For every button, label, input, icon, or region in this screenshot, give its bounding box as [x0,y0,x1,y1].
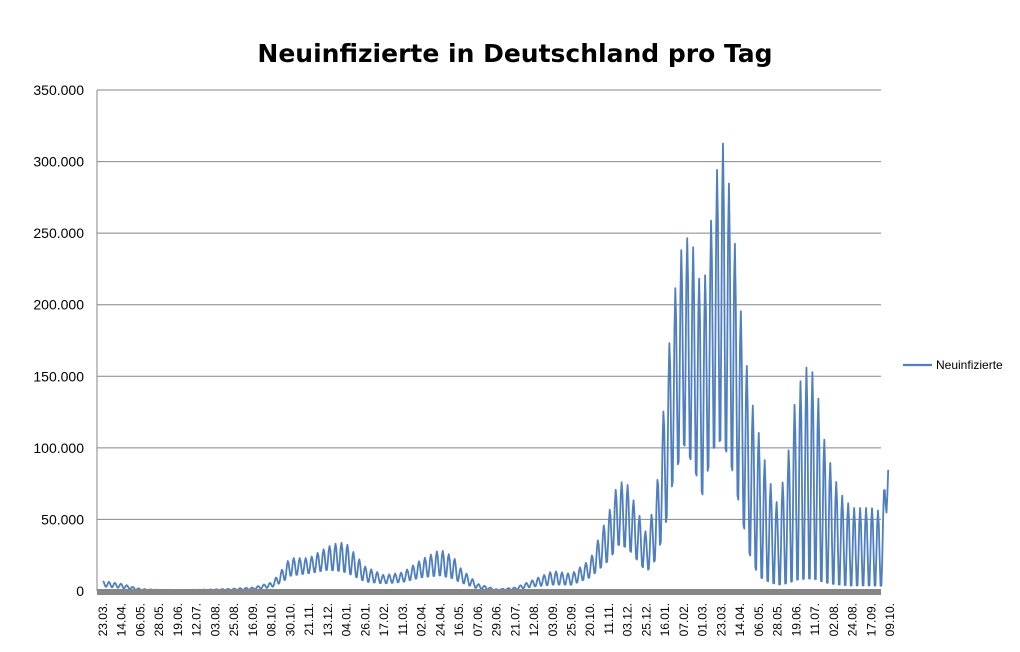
x-tick-label: 17.02. [377,603,391,636]
y-axis-labels: 0 50.000 100.000 150.000 200.000 250.000 300.0… [33,82,84,599]
legend-label: Neuinfizierte [936,358,1003,372]
x-tick-label: 07.02. [677,603,691,636]
y-tick-label: 50.000 [41,511,84,527]
series-line-neuinfizierte [102,142,890,592]
x-tick-label: 03.12. [621,603,635,636]
x-tick-label: 20.10. [583,603,597,636]
x-tick-label: 28.05. [771,603,785,636]
x-tick-label: 08.10. [265,603,279,636]
x-tick-label: 23.03. [714,603,728,636]
series-group [102,142,890,592]
x-tick-label: 26.01. [358,603,372,636]
y-tick-label: 150.000 [33,368,84,384]
x-tick-label: 21.11. [302,603,316,635]
x-tick-label: 11.11. [602,603,616,635]
x-tick-label: 14.04. [733,603,747,636]
x-tick-label: 19.06. [171,603,185,636]
y-tick-label: 0 [76,583,84,599]
x-tick-label: 03.08. [208,603,222,636]
x-tick-label: 21.07. [508,603,522,636]
x-tick-label: 23.03. [96,603,110,636]
x-tick-label: 30.10. [283,603,297,636]
gridlines [97,89,881,520]
x-tick-label: 03.09. [546,603,560,636]
x-tick-label: 16.05. [452,603,466,636]
x-tick-label: 19.06. [789,603,803,636]
y-tick-label: 350.000 [33,82,84,98]
x-axis-bar [97,589,881,595]
x-tick-label: 25.08. [227,603,241,636]
y-tick-label: 250.000 [33,225,84,241]
x-tick-label: 06.05. [133,603,147,636]
x-tick-label: 16.09. [246,603,260,636]
x-tick-label: 09.10. [883,603,897,636]
x-tick-label: 24.08. [846,603,860,636]
y-tick-label: 200.000 [33,297,84,313]
x-tick-label: 17.09. [864,603,878,636]
chart-title: Neuinfizierte in Deutschland pro Tag [257,39,772,68]
x-tick-label: 25.09. [565,603,579,636]
x-tick-label: 29.06. [490,603,504,636]
x-tick-label: 13.12. [321,603,335,636]
x-tick-label: 16.01. [658,603,672,636]
x-tick-label: 02.08. [827,603,841,636]
x-tick-label: 01.03. [696,603,710,636]
x-tick-label: 24.04. [433,603,447,636]
x-tick-label: 11.07. [808,603,822,635]
x-tick-label: 04.01. [340,603,354,636]
x-tick-label: 11.03. [396,603,410,635]
y-tick-label: 300.000 [33,154,84,170]
x-tick-label: 07.06. [471,603,485,636]
legend: Neuinfizierte [903,358,1003,372]
x-tick-label: 12.08. [527,603,541,636]
x-tick-label: 14.04. [115,603,129,636]
x-tick-label: 02.04. [415,603,429,636]
y-tick-label: 100.000 [33,440,84,456]
x-tick-label: 06.05. [752,603,766,636]
x-axis-labels: 23.03. 14.04. 06.05. 28.05. 19.06. 12.07. 03.0… [96,603,897,636]
x-tick-label: 25.12. [639,603,653,636]
x-tick-label: 12.07. [190,603,204,636]
x-tick-label: 28.05. [152,603,166,636]
